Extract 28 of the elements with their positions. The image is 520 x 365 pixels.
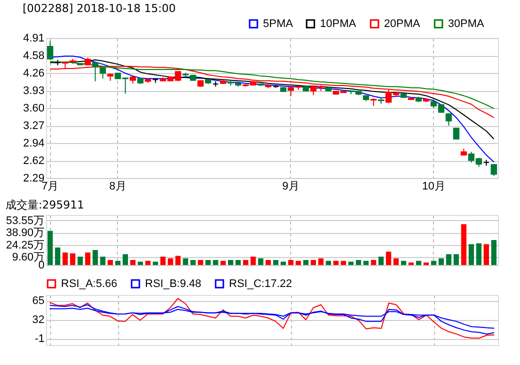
y-tick-label: 38.90万 (6, 227, 44, 240)
chart-title: 成交量:295911 (5, 198, 84, 212)
y-tick-label: 2.94 (23, 138, 44, 150)
legend-label: RSI_C:17.22 (229, 278, 292, 290)
legend-label: 30PMA (448, 18, 485, 30)
legend-label: RSI_A:5.66 (61, 278, 118, 290)
y-tick-label: 3.27 (23, 120, 44, 132)
x-tick-label: 8月 (109, 180, 126, 192)
legend-label: 20PMA (384, 18, 421, 30)
y-tick-label: 3.60 (23, 102, 44, 114)
legend-label: 10PMA (320, 18, 357, 30)
legend-label: 5PMA (263, 18, 294, 30)
y-tick-label: 53.55万 (6, 214, 44, 227)
legend-label: RSI_B:9.48 (145, 278, 202, 290)
x-tick-label: 7月 (42, 180, 59, 192)
y-tick-label: 32 (32, 314, 44, 326)
y-tick-label: 65 (32, 295, 44, 308)
x-tick-label: 9月 (282, 180, 300, 192)
y-tick-label: -1 (34, 333, 44, 346)
x-tick-label: 10月 (422, 180, 446, 192)
y-tick-label: 4.91 (23, 32, 44, 44)
y-tick-label: 3.93 (23, 85, 44, 97)
y-tick-label: 24.25万 (6, 239, 44, 252)
y-tick-label: 2.29 (23, 172, 44, 184)
y-tick-label: 4.58 (23, 50, 44, 62)
y-tick-label: 2.62 (23, 155, 44, 167)
y-tick-label: 4.26 (23, 68, 44, 80)
chart-title: [002288] 2018-10-18 15:00 (22, 2, 176, 15)
